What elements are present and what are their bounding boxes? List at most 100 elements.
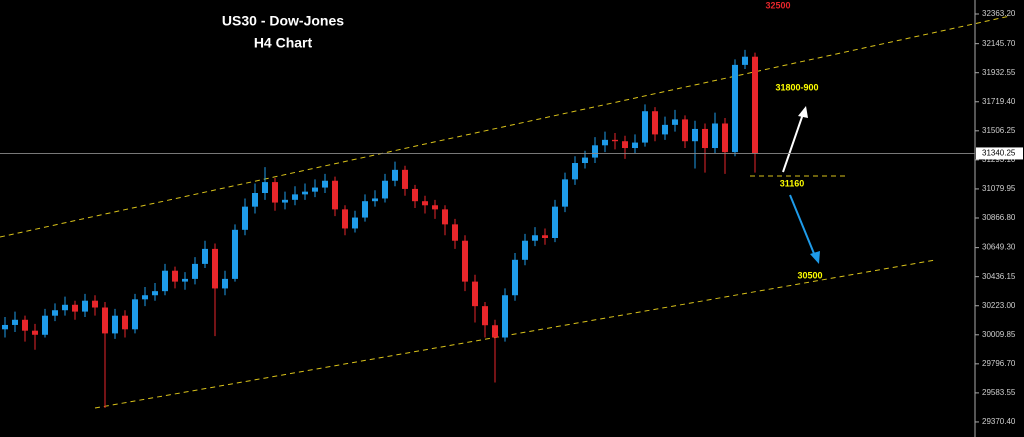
- arrow-down: [789, 194, 816, 257]
- chart-subtitle: H4 Chart: [254, 35, 313, 51]
- candle-body: [152, 291, 158, 296]
- candle-body: [332, 180, 338, 210]
- annotation: 30500: [797, 270, 822, 280]
- candle-body: [22, 319, 28, 331]
- candle-body: [532, 235, 538, 241]
- candle-body: [472, 281, 478, 307]
- candle-body: [682, 119, 688, 142]
- plot: [2, 49, 758, 408]
- candle-body: [72, 304, 78, 312]
- y-tick-label: 32363.20: [982, 9, 1016, 18]
- candle-body: [502, 295, 508, 338]
- candle-body: [542, 235, 548, 238]
- candle-body: [722, 123, 728, 153]
- candle-body: [322, 180, 328, 188]
- candle-body: [562, 179, 568, 207]
- candle-body: [52, 310, 58, 316]
- candle-body: [692, 128, 698, 142]
- candle-body: [582, 157, 588, 164]
- chart-title: US30 - Dow-Jones: [222, 13, 344, 29]
- candle-body: [742, 56, 748, 65]
- candle-body: [412, 188, 418, 202]
- candle-body: [192, 263, 198, 279]
- candle-body: [552, 206, 558, 238]
- candle-body: [482, 306, 488, 326]
- annotation: 31800-900: [775, 82, 818, 92]
- candle-body: [602, 139, 608, 146]
- candle-body: [382, 180, 388, 199]
- y-tick-label: 31079.95: [982, 184, 1016, 193]
- candle-body: [272, 182, 278, 203]
- candle-body: [572, 163, 578, 180]
- candle-body: [512, 259, 518, 296]
- candle-body: [422, 201, 428, 206]
- y-tick-label: 31293.10: [982, 155, 1016, 164]
- candle-body: [182, 278, 188, 282]
- candle-body: [42, 315, 48, 335]
- candle-body: [452, 224, 458, 241]
- arrow-up: [782, 113, 804, 173]
- candle-body: [162, 270, 168, 292]
- y-tick-label: 31719.40: [982, 97, 1016, 106]
- candle-body: [212, 248, 218, 289]
- candle-body: [232, 229, 238, 279]
- candle-body: [592, 145, 598, 158]
- candle-body: [62, 304, 68, 311]
- annotation: 31160: [780, 178, 805, 188]
- candle-body: [392, 169, 398, 181]
- candle-body: [292, 194, 298, 200]
- candle-body: [372, 198, 378, 202]
- candle-body: [492, 325, 498, 338]
- candle-body: [252, 193, 258, 207]
- candle-body: [92, 300, 98, 308]
- candle-body: [632, 142, 638, 149]
- candle-body: [172, 270, 178, 282]
- candle-body: [312, 187, 318, 192]
- arrow-up-head: [798, 106, 808, 118]
- current-price-label: 31340.25: [982, 149, 1016, 158]
- annotation: 32500: [765, 0, 790, 10]
- candle-body: [522, 240, 528, 260]
- candle-body: [712, 123, 718, 149]
- candle-body: [82, 300, 88, 312]
- candle-body: [652, 111, 658, 135]
- y-tick-label: 29370.40: [982, 417, 1016, 426]
- candle-body: [302, 191, 308, 195]
- candle-body: [622, 141, 628, 149]
- y-tick-label: 30866.80: [982, 213, 1016, 222]
- candle-body: [362, 201, 368, 218]
- candle-body: [282, 199, 288, 203]
- candle-body: [462, 240, 468, 282]
- candle-body: [262, 182, 268, 194]
- y-tick-label: 30649.30: [982, 243, 1016, 252]
- candle-body: [642, 111, 648, 143]
- candle-body: [242, 206, 248, 230]
- y-tick-label: 31506.25: [982, 126, 1016, 135]
- y-tick-label: 29583.55: [982, 388, 1016, 397]
- candle-body: [442, 209, 448, 225]
- candle-body: [352, 217, 358, 229]
- y-tick-label: 30436.15: [982, 272, 1016, 281]
- candle-body: [432, 205, 438, 210]
- candle-body: [702, 128, 708, 149]
- arrow-down-head: [810, 251, 820, 264]
- candle-body: [12, 319, 18, 325]
- candle-body: [142, 295, 148, 300]
- candle-body: [2, 324, 8, 330]
- y-tick-label: 30223.00: [982, 301, 1016, 310]
- candle-body: [112, 315, 118, 334]
- candle-body: [612, 139, 618, 142]
- candle-body: [402, 169, 408, 189]
- candle-body: [342, 209, 348, 229]
- candle-body: [672, 119, 678, 125]
- candle-body: [132, 299, 138, 330]
- candle-body: [222, 278, 228, 289]
- y-tick-label: 30009.85: [982, 330, 1016, 339]
- y-tick-label: 31932.55: [982, 68, 1016, 77]
- candle-body: [662, 124, 668, 135]
- y-tick-label: 29796.70: [982, 359, 1016, 368]
- candle-body: [102, 307, 108, 334]
- candle-body: [732, 64, 738, 153]
- candle-body: [202, 248, 208, 264]
